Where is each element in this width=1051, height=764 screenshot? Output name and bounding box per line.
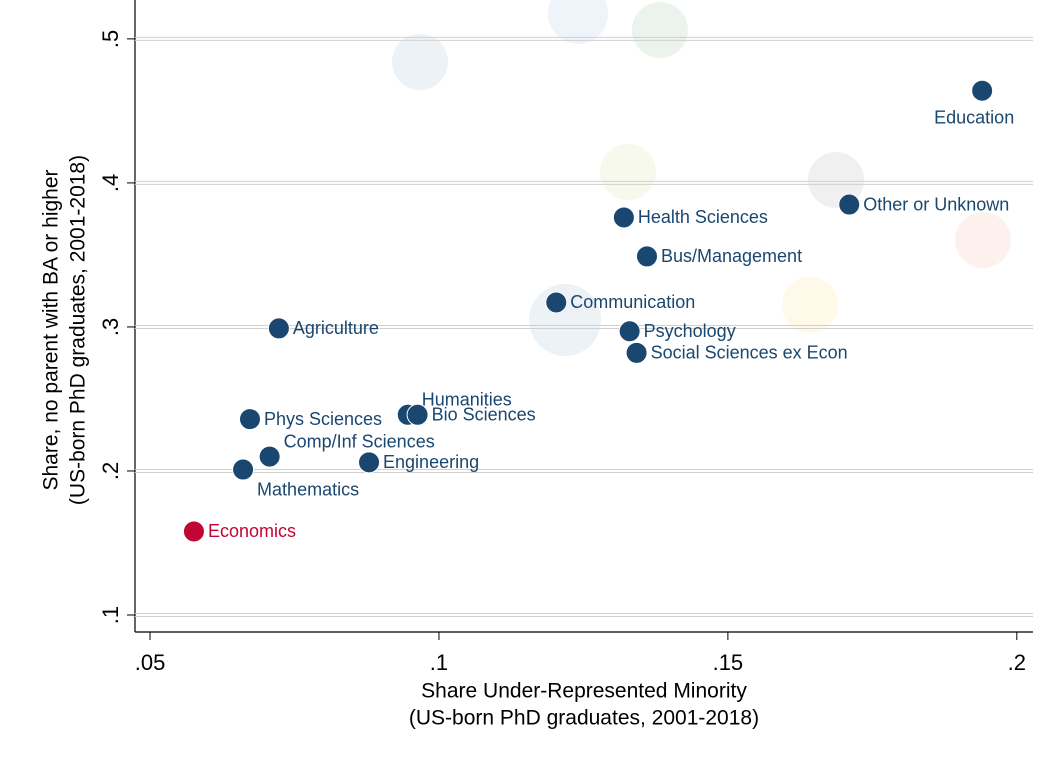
point-label: Other or Unknown: [863, 194, 1009, 214]
point-label: Humanities: [422, 390, 512, 410]
y-axis-title: (US-born PhD graduates, 2001-2018): [67, 155, 90, 505]
x-tick-label: .1: [430, 650, 448, 675]
point-label: Comp/Inf Sciences: [284, 431, 435, 451]
point-label: Psychology: [644, 321, 736, 341]
point: [625, 341, 648, 364]
y-tick-label: .1: [98, 606, 123, 624]
y-tick-label: .2: [98, 462, 123, 480]
point: [232, 458, 255, 481]
point: [612, 206, 635, 229]
point-label: Bus/Management: [661, 246, 802, 266]
point-label: Social Sciences ex Econ: [651, 343, 848, 363]
point-label: Education: [934, 107, 1014, 127]
point: [358, 451, 381, 474]
point: [971, 79, 994, 102]
point: [238, 408, 261, 431]
y-tick-label: .4: [98, 174, 123, 192]
point: [258, 445, 281, 468]
point: [182, 520, 205, 543]
y-axis-title: Share, no parent with BA or higher: [40, 169, 63, 490]
point: [838, 193, 861, 216]
y-tick-label: .5: [98, 30, 123, 48]
y-tick-label: .3: [98, 318, 123, 336]
point-label: Bio Sciences: [432, 405, 536, 425]
x-axis-title: (US-born PhD graduates, 2001-2018): [409, 707, 759, 730]
x-tick-label: .2: [1008, 650, 1026, 675]
point-label: Phys Sciences: [264, 409, 382, 429]
point-label: Economics: [208, 521, 296, 541]
point: [618, 320, 641, 343]
point-label: Health Sciences: [638, 207, 768, 227]
x-tick-label: .15: [713, 650, 744, 675]
x-tick-label: .05: [135, 650, 166, 675]
point-label: Communication: [570, 292, 695, 312]
point-label: Engineering: [383, 452, 479, 472]
point-label: Agriculture: [293, 318, 379, 338]
point-label: Mathematics: [257, 479, 359, 499]
point: [635, 245, 658, 268]
point: [545, 291, 568, 314]
point: [406, 403, 429, 426]
x-axis-title: Share Under-Represented Minority: [421, 680, 747, 703]
point: [267, 317, 290, 340]
watermark: [392, 0, 1011, 356]
